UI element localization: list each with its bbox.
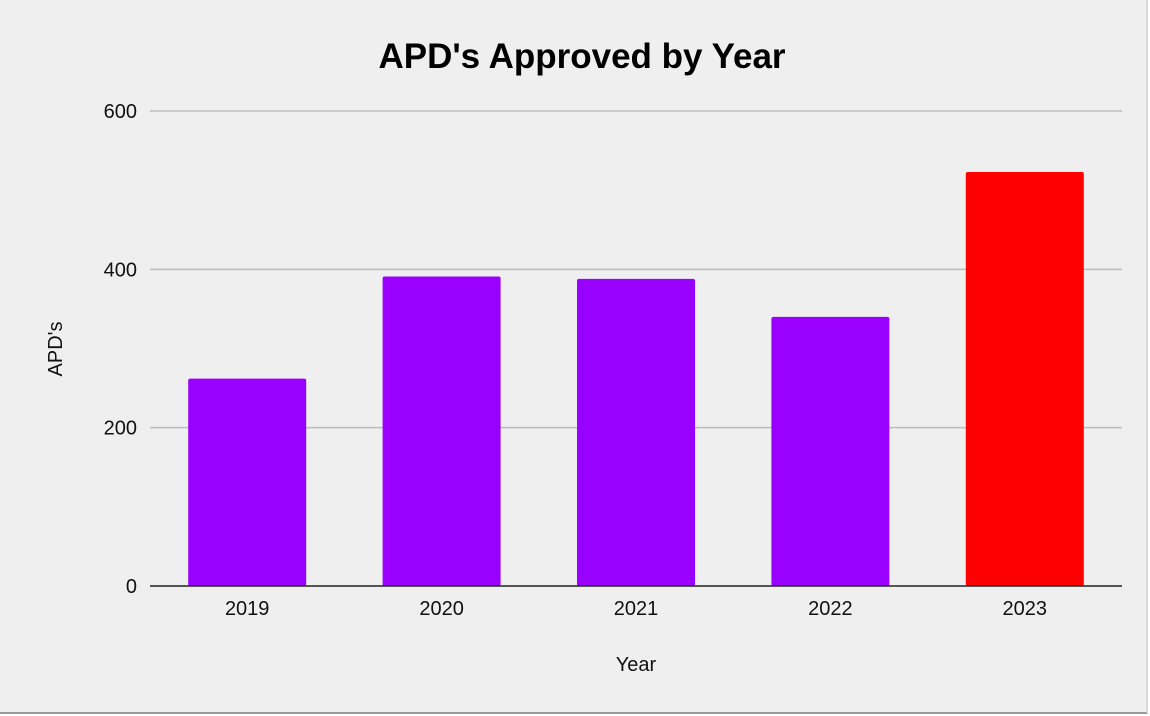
y-tick-label: 600 [104,101,137,123]
y-tick-label: 400 [104,259,137,281]
y-axis-label: APD's [45,322,67,377]
chart-title: APD's Approved by Year [378,37,785,76]
y-axis-ticks: 0 200 400 600 [104,101,137,598]
y-tick-label: 200 [104,418,137,440]
bar-2020 [382,276,501,586]
x-tick-label: 2022 [808,598,853,620]
x-axis-ticks: 2019 2020 2021 2022 2023 [225,598,1047,620]
x-tick-label: 2021 [614,598,659,620]
bar-2022 [771,316,890,586]
bar-2019 [188,378,307,586]
x-axis-label: Year [616,654,657,676]
x-tick-label: 2023 [1003,598,1048,620]
x-tick-label: 2019 [225,598,270,620]
bar-2023 [965,171,1084,587]
y-tick-label: 0 [126,576,137,598]
bars [188,171,1084,587]
bar-2021 [577,278,695,586]
x-tick-label: 2020 [419,598,464,620]
